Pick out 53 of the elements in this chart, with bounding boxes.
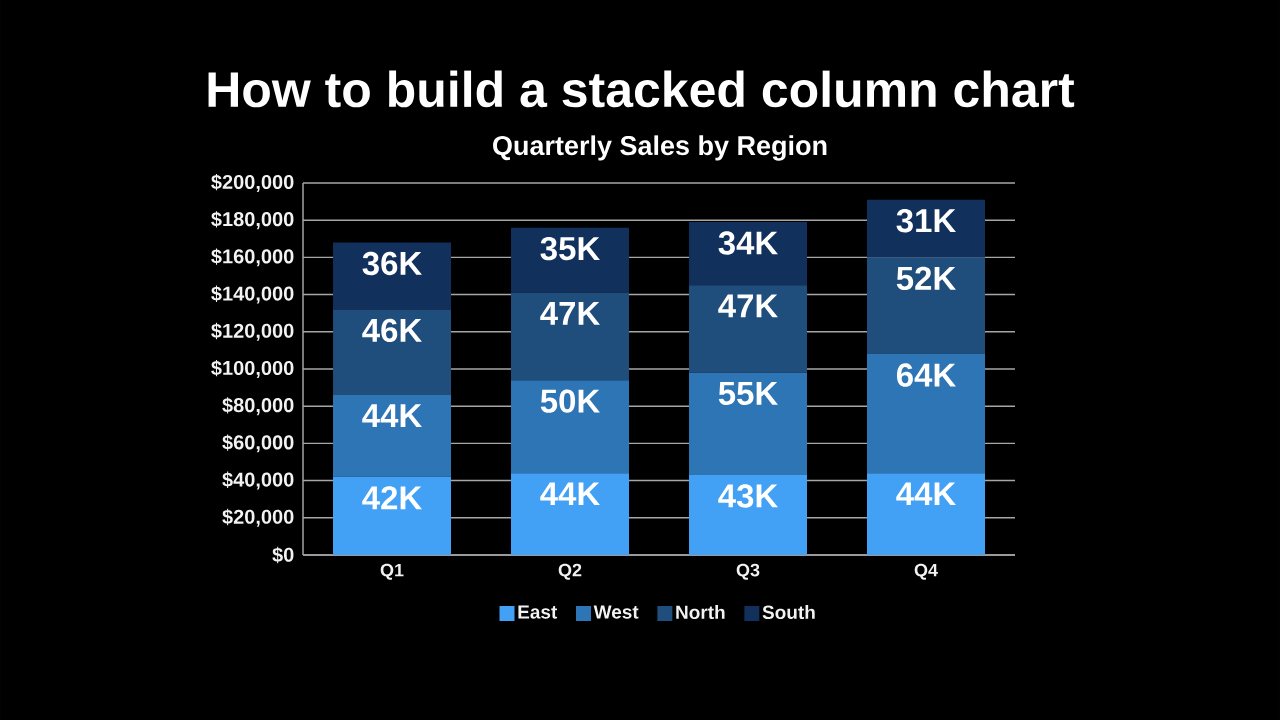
bar: [689, 222, 807, 286]
y-tick-label: $100,000: [211, 360, 294, 378]
x-tick-label: Q3: [736, 563, 760, 580]
data-label: 43K: [718, 484, 778, 508]
legend-label: East: [518, 605, 558, 619]
bar: [689, 372, 807, 476]
bar: [333, 476, 452, 555]
bar: [867, 199, 985, 258]
bar: [867, 257, 985, 355]
y-tick-label: $80,000: [222, 397, 294, 416]
y-tick-label: $140,000: [211, 285, 294, 304]
y-tick-label: $0: [272, 546, 294, 564]
data-label: 52K: [896, 266, 956, 291]
data-label: 31K: [896, 208, 956, 233]
bar: [511, 292, 630, 381]
y-tick-label: $120,000: [211, 322, 294, 341]
data-label: 42K: [362, 486, 422, 510]
y-tick-label: $20,000: [222, 508, 294, 527]
data-label: 46K: [362, 318, 422, 343]
data-label: 55K: [718, 381, 778, 405]
y-tick-label: $180,000: [211, 211, 294, 230]
bar: [689, 475, 807, 555]
y-tick-label: $200,000: [211, 174, 294, 192]
y-tick-label: $40,000: [222, 471, 294, 490]
legend-label: South: [762, 605, 815, 620]
bar: [867, 354, 985, 474]
data-label: 44K: [362, 404, 422, 427]
data-label: 44K: [540, 482, 600, 506]
data-label: 36K: [362, 251, 422, 276]
bar: [333, 242, 452, 310]
chart-subtitle: Quarterly Sales by Region: [493, 135, 827, 161]
x-tick-label: Q1: [380, 563, 404, 580]
data-label: 64K: [896, 363, 956, 387]
data-label: 35K: [540, 236, 600, 261]
y-tick-label: $160,000: [211, 248, 294, 267]
data-label: 34K: [718, 231, 778, 255]
chart-title: How to build a stacked column chart: [208, 70, 1075, 108]
bar: [333, 395, 452, 477]
y-tick-label: $60,000: [222, 434, 294, 453]
bar: [689, 285, 807, 373]
data-label: 47K: [540, 301, 600, 325]
data-label: 50K: [540, 389, 600, 413]
data-label: 44K: [896, 482, 956, 506]
x-tick-label: Q4: [914, 563, 938, 580]
legend-label: North: [676, 605, 725, 620]
bar: [867, 473, 985, 555]
x-tick-label: Q2: [558, 563, 582, 580]
bar: [333, 309, 452, 396]
bar: [511, 473, 630, 555]
bar: [511, 227, 630, 293]
legend-label: West: [593, 605, 639, 619]
data-label: 47K: [718, 294, 778, 318]
bar: [511, 380, 630, 474]
